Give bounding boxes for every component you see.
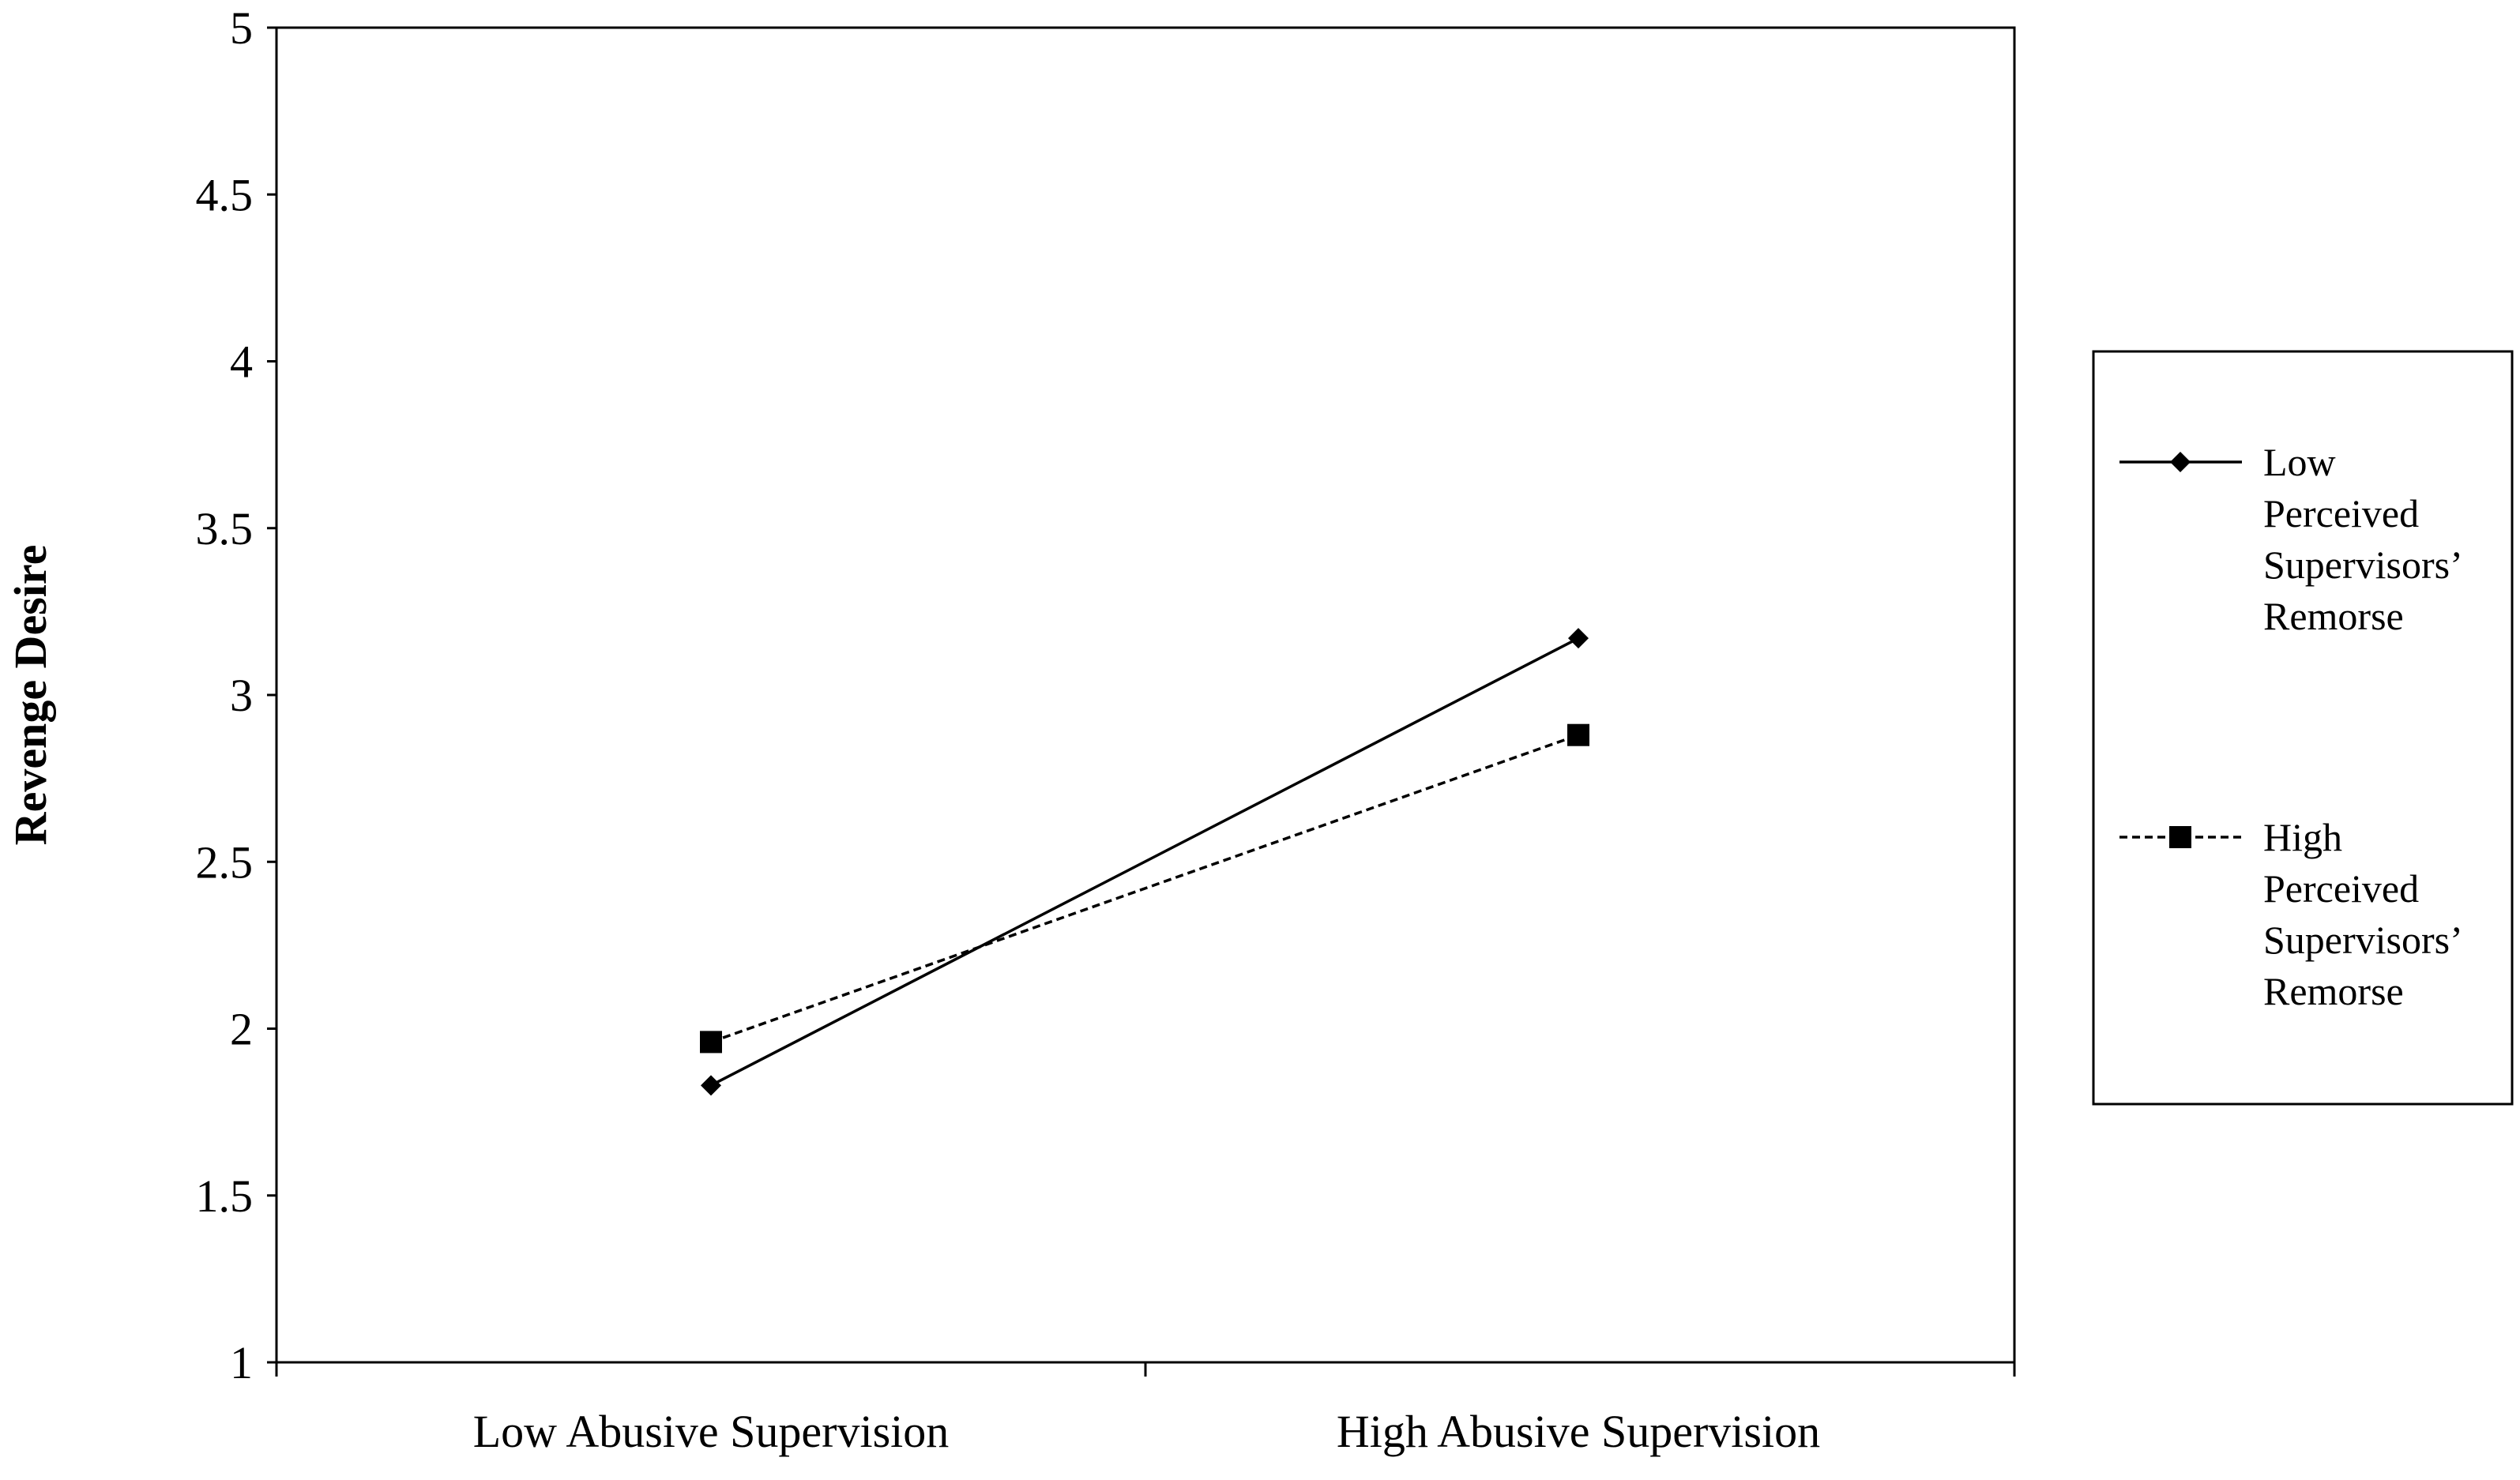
data-point-square — [2169, 826, 2191, 848]
y-tick-label: 3 — [230, 670, 253, 721]
y-tick-label: 1.5 — [196, 1170, 254, 1222]
x-category-label: Low Abusive Supervision — [473, 1406, 950, 1457]
x-axis-ticks: Low Abusive Supervision High Abusive Supe… — [275, 1362, 2016, 1457]
legend-box — [2092, 350, 2514, 1106]
legend-label: Remorse — [2263, 594, 2404, 638]
y-tick-label: 4 — [230, 336, 253, 388]
y-axis-ticks: 1 1.5 2 2.5 3 3.5 4 4.5 5 — [196, 2, 276, 1388]
legend-label: High — [2263, 815, 2342, 859]
y-tick-label: 2.5 — [196, 836, 254, 888]
series-high-remorse — [700, 723, 1589, 1054]
series-line — [710, 637, 1579, 1087]
legend-label: Supervisors’ — [2263, 918, 2463, 962]
legend: Low Perceived Supervisors’ Remorse High Perce… — [2092, 350, 2514, 1106]
x-category-label: High Abusive Supervision — [1337, 1406, 1820, 1457]
data-point-diamond — [701, 1075, 721, 1096]
y-tick-label: 4.5 — [196, 169, 254, 220]
y-tick-label: 1 — [230, 1337, 253, 1388]
plot-area — [275, 26, 2016, 1364]
data-point-diamond — [2170, 452, 2191, 472]
legend-label: Low — [2263, 440, 2336, 484]
legend-label: Perceived — [2263, 866, 2419, 911]
series-low-remorse — [701, 628, 1589, 1096]
data-point-square — [1567, 723, 1589, 746]
legend-items: Low Perceived Supervisors’ Remorse High Perce… — [2119, 440, 2463, 1013]
y-tick-label: 5 — [230, 2, 253, 54]
series-layer — [700, 628, 1589, 1096]
y-axis-title: Revenge Desire — [5, 545, 56, 846]
legend-label: Remorse — [2263, 969, 2404, 1013]
legend-label: Supervisors’ — [2263, 543, 2463, 587]
data-point-diamond — [1568, 628, 1589, 649]
y-tick-label: 2 — [230, 1004, 253, 1055]
legend-item: Low Perceived Supervisors’ Remorse — [2119, 440, 2463, 638]
legend-label: Perceived — [2263, 491, 2419, 535]
series-line — [710, 734, 1579, 1044]
y-tick-label: 3.5 — [196, 503, 254, 554]
legend-item: High Perceived Supervisors’ Remorse — [2119, 815, 2463, 1013]
data-point-square — [700, 1031, 722, 1054]
